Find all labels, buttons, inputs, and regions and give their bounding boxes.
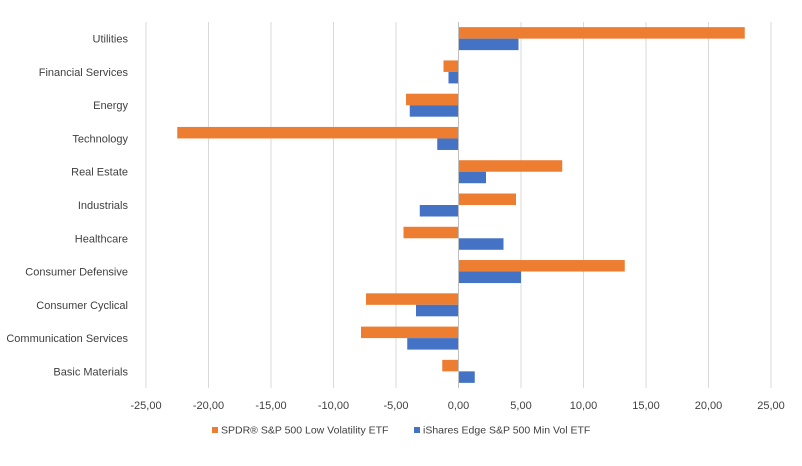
bar-spdr [442,359,459,372]
labels: Utilities Financial Services Energy Technol… [6,34,784,412]
bar-spdr [366,293,459,305]
bar-ishares [458,38,519,51]
x-tick-label: 20,00 [695,400,723,412]
bar-spdr [403,226,459,239]
bar-ishares [409,105,459,117]
legend-swatch [212,427,218,433]
bar-spdr [458,260,625,272]
x-tick-label: -10,00 [318,400,349,412]
bar-spdr [406,93,459,106]
category-label: Financial Services [39,67,129,79]
x-tick-label: 25,00 [757,400,785,412]
category-label: Energy [93,100,128,112]
category-label: Utilities [93,34,129,46]
bar-ishares [458,271,521,284]
bar-ishares [458,238,504,250]
x-tick-label: -25,00 [130,400,161,412]
legend-swatch [414,427,420,433]
bar-ishares [448,71,459,84]
legend-label: SPDR® S&P 500 Low Volatility ETF [221,425,388,437]
category-label: Industrials [78,200,129,212]
category-label: Consumer Defensive [25,267,128,279]
category-label: Communication Services [6,333,128,345]
bar-spdr [361,326,459,339]
bar-spdr [458,193,516,205]
x-tick-label: -5,00 [383,400,408,412]
category-label: Consumer Cyclical [36,300,128,312]
bar-ishares [416,304,459,317]
bar-spdr [458,160,563,172]
category-label: Real Estate [71,167,128,179]
x-tick-label: 15,00 [632,400,660,412]
bar-ishares [407,338,459,350]
bar-ishares [437,138,459,150]
category-label: Technology [72,133,128,145]
bar-ishares [458,171,486,184]
x-tick-label: 0,00 [448,400,469,412]
gridlines [145,22,772,388]
bar-ishares [419,205,459,217]
bar-spdr [443,60,459,72]
x-tick-label: 5,00 [510,400,531,412]
category-label: Basic Materials [53,366,128,378]
legend-label: iShares Edge S&P 500 Min Vol ETF [423,425,590,437]
x-tick-label: -20,00 [193,400,224,412]
bar-spdr [177,126,459,139]
bars [177,27,745,383]
category-label: Healthcare [75,233,128,245]
bar-spdr [458,27,745,39]
x-tick-label: 10,00 [570,400,598,412]
bar-ishares [458,371,475,383]
legend: SPDR® S&P 500 Low Volatility ETF iShares … [212,425,590,437]
x-tick-label: -15,00 [255,400,286,412]
